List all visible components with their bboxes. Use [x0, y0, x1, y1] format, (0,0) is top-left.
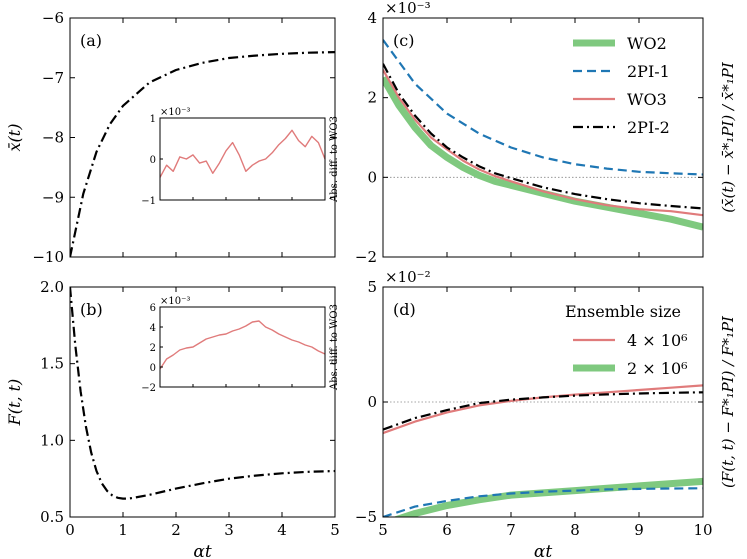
y-axis-label: (F(t, t) − F*₁PI) / F*₁PI [719, 315, 737, 488]
inset-series-line [159, 129, 326, 178]
x-tick-label: 1 [118, 521, 128, 539]
panel-label: (b) [80, 300, 103, 319]
y-tick-label: −9 [42, 188, 64, 206]
y-tick-label: 5 [367, 278, 377, 296]
series-line-2-10- [392, 477, 703, 517]
series-line-wo2 [383, 76, 703, 231]
inset-y-axis-label: Abs. diff. to WO3 [329, 304, 340, 391]
inset-y-axis-label: Abs. diff. to WO3 [329, 116, 340, 203]
inset-series-line [159, 320, 326, 370]
y-axis-label: F(t, t) [5, 379, 24, 427]
x-tick-label: 3 [224, 521, 234, 539]
y-tick-label: −8 [42, 129, 64, 147]
series-group [383, 384, 703, 517]
y-tick-label: 0 [367, 393, 377, 411]
inset-y-tick-label: −1 [141, 196, 156, 207]
y-tick-label: 2.0 [40, 278, 64, 296]
series-line-wo3 [383, 69, 703, 217]
legend-label: 2PI-1 [627, 62, 670, 81]
panel-label: (c) [393, 31, 414, 50]
series-line-2pi-2 [383, 63, 703, 210]
y-axis-label: (x̄(t) − x̄*₁PI) / x̄*₁PI [719, 61, 737, 213]
inset: −2 0 2 4 6 ×10⁻³ Abs. diff. to WO3 [141, 296, 340, 394]
panel-d: 5 6 7 8 9 10 −5 0 5 αt (F(t, t) − F*₁PI) / F*₁PI ×1… [355, 268, 737, 559]
y-tick-label: −7 [42, 69, 64, 87]
x-tick-label: 7 [506, 521, 516, 539]
inset-y-tick-label: 4 [150, 323, 156, 334]
series-line-4-10- [383, 384, 703, 435]
y-tick-label: −5 [355, 508, 377, 526]
x-tick-label: 5 [378, 521, 388, 539]
legend-label: WO3 [627, 90, 667, 109]
inset-exponent: ×10⁻³ [160, 107, 190, 118]
x-axis-label: αt [534, 542, 552, 559]
legend-label: 2PI-2 [627, 118, 670, 137]
inset-y-tick-label: 0 [150, 363, 156, 374]
inset-exponent: ×10⁻³ [160, 296, 190, 307]
inset-y-tick-label: −2 [141, 383, 156, 394]
x-tick-label: 8 [570, 521, 580, 539]
y-tick-label: 1.5 [40, 355, 64, 373]
y-tick-label: 0 [367, 168, 377, 186]
y-tick-label: 4 [367, 9, 377, 27]
legend-label: 4 × 10⁶ [627, 331, 688, 350]
inset: −1 0 1 ×10⁻³ Abs. diff. to WO3 [141, 107, 340, 207]
series-group [70, 287, 335, 500]
inset-y-tick-label: 1 [150, 114, 156, 125]
x-tick-label: 0 [65, 521, 75, 539]
panel-frame [382, 17, 704, 258]
legend-label: WO2 [627, 34, 667, 53]
inset-background [160, 307, 325, 387]
x-axis-label: αt [193, 542, 211, 559]
x-tick-label: 4 [277, 521, 287, 539]
x-tick-label: 9 [634, 521, 644, 539]
legend-label: 2 × 10⁶ [627, 359, 688, 378]
series-line-2pi-2 [383, 391, 703, 431]
inset-y-tick-label: 0 [150, 155, 156, 166]
inset-y-tick-label: 6 [150, 303, 156, 314]
y-tick-label: 1.0 [40, 431, 64, 449]
y-tick-label: 2 [367, 89, 377, 107]
legend-title: Ensemble size [565, 302, 681, 321]
x-tick-label: 2 [171, 521, 181, 539]
y-tick-label: 0.5 [40, 508, 64, 526]
series-line-mean [70, 51, 335, 257]
series-line-f [70, 287, 335, 500]
panel-c: −2 0 2 4 (x̄(t) − x̄*₁PI) / x̄*₁PI ×10⁻³ (c) WO… [355, 0, 737, 266]
x-tick-label: 6 [442, 521, 452, 539]
series-group [70, 51, 335, 257]
y-tick-label: −6 [42, 9, 64, 27]
x-tick-label: 10 [693, 521, 712, 539]
y-tick-label: −2 [355, 248, 377, 266]
series-group [383, 39, 703, 231]
panel-label: (a) [80, 31, 102, 50]
y-tick-label: −10 [32, 248, 64, 266]
series-line-2pi-1 [383, 487, 703, 517]
axis-exponent: ×10⁻² [385, 268, 431, 286]
panel-frame [69, 286, 336, 518]
panel-b: 0 1 2 3 4 5 0.5 1.0 1.5 2.0 αt F(t, t) (b) −2 0 2 4 6 ×10⁻… [5, 278, 340, 559]
axis-exponent: ×10⁻³ [385, 0, 431, 17]
series-line-2pi-1 [383, 39, 703, 176]
panel-label: (d) [393, 300, 416, 319]
y-axis-label: x̄(t) [5, 124, 24, 152]
x-tick-label: 5 [330, 521, 340, 539]
inset-y-tick-label: 2 [150, 343, 156, 354]
